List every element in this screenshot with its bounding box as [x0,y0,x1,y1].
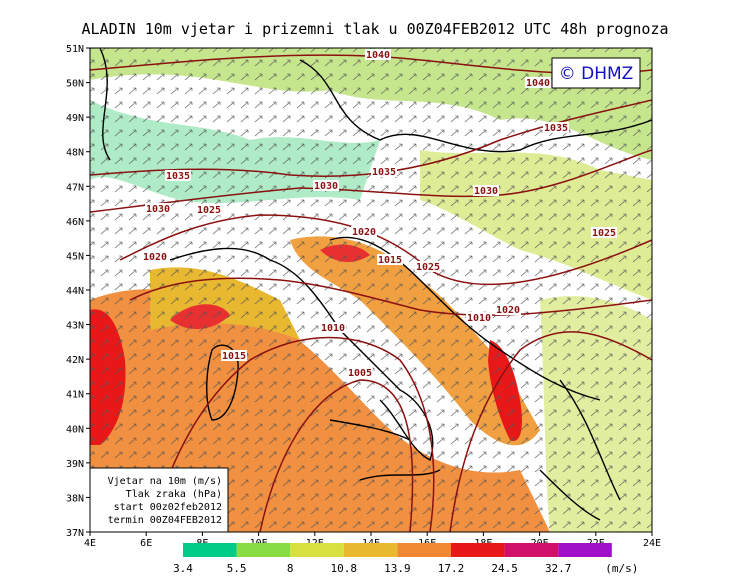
isobar-label-bg [377,254,403,265]
lat-label: 51N [66,44,84,55]
colorbar-box [236,543,291,557]
colorbar-unit: (m/s) [605,562,638,575]
colorbar-box [558,543,612,557]
isobar-label: 1020 [352,227,376,238]
info-line: Tlak zraka (hPa) [126,489,222,500]
colorbar-box [290,543,344,557]
colorbar-label: 3.4 [173,562,193,575]
colorbar-box [504,543,559,557]
colorbar-label: 17.2 [438,562,465,575]
lat-label: 38N [66,493,84,504]
lat-label: 42N [66,355,84,366]
lat-label: 43N [66,321,84,332]
lat-label: 50N [66,79,84,90]
badge: © DHMZ [559,64,634,84]
info-line: termin 00Z04FEB2012 [108,515,222,526]
lat-label: 49N [66,113,84,124]
isobar-label: 1025 [592,228,616,239]
isobar-label-bg [165,170,191,181]
lon-label: 6E [140,538,152,549]
isobar-label-bg [371,166,397,177]
isobar-label: 1010 [321,323,345,334]
info-line: Vjetar na 10m (m/s) [108,476,222,487]
isobar-label-bg [473,185,499,196]
isobar-label-bg [313,180,339,191]
isobar-label-bg [415,261,441,272]
isobar-label-bg [365,49,391,60]
colorbar-label: 13.9 [384,562,411,575]
isobar-label-bg [145,203,171,214]
isobar-label-bg [320,322,346,333]
colorbar-label: 24.5 [491,562,518,575]
colorbar-box [451,543,505,557]
lat-label: 37N [66,528,84,539]
title: ALADIN 10m vjetar i prizemni tlak u 00Z0… [82,20,669,38]
isobar-label-bg [351,226,377,237]
isobar-label: 1035 [544,123,568,134]
isobar-label-bg [347,367,373,378]
isobar-label-bg [495,304,521,315]
isobar-label-bg [591,227,617,238]
lat-label: 46N [66,217,84,228]
isobar-label: 1040 [366,50,390,61]
lat-label: 41N [66,390,84,401]
badge-box [551,57,641,89]
colorbar-label: 5.5 [227,562,247,575]
map-field [90,48,652,532]
isobar-label: 1035 [372,167,396,178]
isobar-label-bg [196,204,222,215]
isobar-label: 1010 [467,313,491,324]
lat-label: 39N [66,459,84,470]
isobar-label-bg [142,251,168,262]
isobar-label-bg [466,312,492,323]
lat-label: 48N [66,148,84,159]
isobar-label: 1020 [143,252,167,263]
isobar-label-bg [221,350,247,361]
info-box [89,467,229,533]
isobar-label: 1020 [496,305,520,316]
lon-label: 4E [84,538,96,549]
lat-label: 40N [66,424,84,435]
isobar-label: 1015 [222,351,246,362]
isobar-label: 1040 [526,78,550,89]
info-line: start 00z02feb2012 [114,502,222,513]
isobar-label: 1025 [416,262,440,273]
colorbar-box [183,543,237,557]
lon-label: 24E [643,538,661,549]
isobar-label: 1025 [197,205,221,216]
isobar-label: 1005 [348,368,372,379]
colorbar-label: 8 [287,562,294,575]
isobar-label: 1015 [378,255,402,266]
lat-label: 44N [66,286,84,297]
isobar-label: 1030 [146,204,170,215]
isobar-label: 1030 [314,181,338,192]
lat-label: 47N [66,182,84,193]
colorbar-box [343,543,398,557]
colorbar-box [397,543,451,557]
isobar-label-bg [525,77,551,88]
isobar-label-bg [543,122,569,133]
isobar-label: 1035 [166,171,190,182]
colorbar-label: 10.8 [331,562,358,575]
lat-label: 45N [66,251,84,262]
isobar-label: 1030 [474,186,498,197]
colorbar-label: 32.7 [545,562,572,575]
